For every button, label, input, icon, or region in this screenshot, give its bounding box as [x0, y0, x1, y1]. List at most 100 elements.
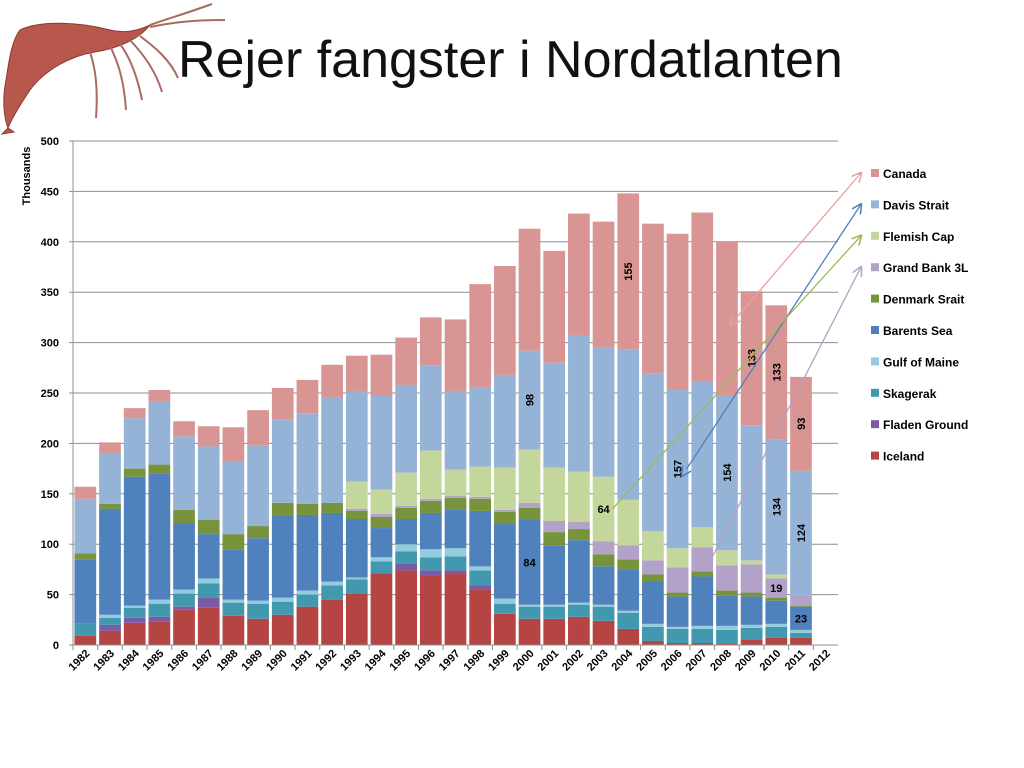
bar-segment-skagerak [197, 583, 220, 598]
x-tick-label: 1991 [289, 648, 315, 674]
x-tick-label: 1992 [313, 648, 339, 674]
bar-segment-grand-bank-3l [592, 541, 615, 555]
bar-segment-denmark-srait [296, 503, 319, 515]
bar-segment-barents-sea [493, 524, 516, 599]
bar-segment-grand-bank-3l [370, 513, 393, 517]
bar-segment-gulf-of-maine [691, 625, 714, 629]
data-label: 84 [523, 557, 536, 569]
bar-segment-gulf-of-maine [370, 557, 393, 562]
x-tick-label: 1983 [91, 648, 117, 674]
y-tick-label: 500 [41, 136, 59, 148]
legend-swatch [871, 200, 879, 209]
bar-segment-iceland [321, 599, 343, 645]
bar-segment-skagerak [642, 626, 664, 641]
bar-segment-davis-strait [173, 436, 195, 510]
bar-segment-gulf-of-maine [247, 600, 269, 604]
x-tick-label: 1995 [387, 648, 413, 674]
y-tick-label: 200 [41, 438, 59, 450]
bar-segment-skagerak [617, 612, 640, 629]
bar-segment-barents-sea [740, 596, 763, 625]
bar-segment-gulf-of-maine [395, 544, 418, 552]
annotation-arrow [710, 267, 861, 560]
bar-segment-grand-bank-3l [790, 595, 812, 606]
bar-segment-davis-strait [321, 397, 343, 503]
bar-segment-denmark-srait [493, 511, 516, 525]
bar-segment-canada [395, 337, 418, 385]
bar-segment-canada [271, 387, 294, 420]
x-tick-label: 1993 [338, 648, 364, 674]
bar-segment-canada [716, 241, 738, 396]
bar-segment-davis-strait [518, 350, 541, 450]
legend-swatch [871, 263, 879, 272]
bar-segment-denmark-srait [716, 590, 738, 596]
bar-segment-barents-sea [568, 540, 590, 603]
bar-segment-iceland [123, 622, 146, 645]
bar-segment-canada [642, 223, 664, 374]
bar-segment-gulf-of-maine [419, 549, 442, 558]
x-tick-label: 2006 [659, 648, 685, 674]
x-tick-label: 2004 [610, 647, 636, 673]
x-tick-label: 2012 [807, 648, 833, 674]
bar-segment-barents-sea [790, 606, 812, 630]
bar-segment-davis-strait [74, 498, 97, 554]
legend-swatch [871, 357, 879, 366]
bar-segment-canada [74, 486, 97, 499]
x-tick-label: 1998 [462, 648, 488, 674]
bar-segment-grand-bank-3l [716, 565, 738, 591]
bar-segment-flemish-cap [469, 466, 492, 497]
bar-segment-skagerak [395, 551, 418, 564]
bar-segment-barents-sea [395, 519, 418, 545]
bar-segment-denmark-srait [74, 553, 97, 560]
x-tick-label: 2005 [634, 648, 660, 674]
data-label: 133 [771, 363, 783, 381]
bar-segment-davis-strait [148, 401, 171, 465]
x-tick-label: 1984 [116, 647, 142, 673]
bar-segment-barents-sea [543, 545, 566, 605]
bar-segment-grand-bank-3l [642, 560, 664, 575]
bar-segment-fladen-ground [419, 570, 442, 576]
bar-segment-gulf-of-maine [173, 589, 195, 594]
bar-segment-skagerak [321, 585, 343, 600]
x-tick-label: 2002 [560, 648, 586, 674]
bar-segment-gulf-of-maine [222, 599, 245, 603]
y-axis-title: Thousands [21, 147, 33, 206]
bar-segment-davis-strait [592, 347, 615, 477]
legend-entry: Grand Bank 3L [883, 261, 968, 275]
bar-segment-barents-sea [518, 520, 541, 605]
y-tick-label: 400 [41, 237, 59, 249]
bar-segment-skagerak [518, 606, 541, 619]
bar-segment-barents-sea [197, 534, 220, 579]
bar-segment-canada [444, 319, 467, 391]
bar-segment-canada [222, 427, 245, 462]
legend-swatch [871, 420, 879, 429]
x-tick-label: 1999 [486, 648, 512, 674]
bar-segment-flemish-cap [592, 476, 615, 542]
bar-segment-denmark-srait [321, 502, 343, 513]
data-label: 134 [771, 497, 783, 516]
data-label: 155 [623, 262, 635, 280]
bar-segment-grand-bank-3l [617, 545, 640, 560]
bar-segment-denmark-srait [568, 529, 590, 541]
bar-segment-iceland [543, 618, 566, 645]
bar-segment-davis-strait [568, 335, 590, 472]
legend-swatch [871, 231, 879, 240]
bar-segment-grand-bank-3l [395, 505, 418, 508]
bar-segment-fladen-ground [123, 617, 146, 623]
bar-segment-iceland [617, 628, 640, 645]
bar-segment-canada [493, 265, 516, 375]
bar-segment-canada [345, 355, 368, 391]
bar-segment-davis-strait [345, 390, 368, 482]
x-tick-label: 1982 [67, 648, 93, 674]
bar-segment-gulf-of-maine [345, 577, 368, 580]
bar-segment-canada [568, 213, 590, 336]
bar-stacks [74, 193, 812, 645]
bar-segment-denmark-srait [691, 571, 714, 577]
bar-segment-denmark-srait [617, 559, 640, 570]
bar-segment-skagerak [592, 606, 615, 621]
bar-segment-denmark-srait [99, 503, 121, 509]
bar-segment-canada [518, 228, 541, 351]
x-tick-label: 2011 [783, 648, 808, 673]
bar-segment-skagerak [222, 602, 245, 616]
bar-segment-skagerak [469, 570, 492, 586]
bar-segment-gulf-of-maine [740, 624, 763, 628]
